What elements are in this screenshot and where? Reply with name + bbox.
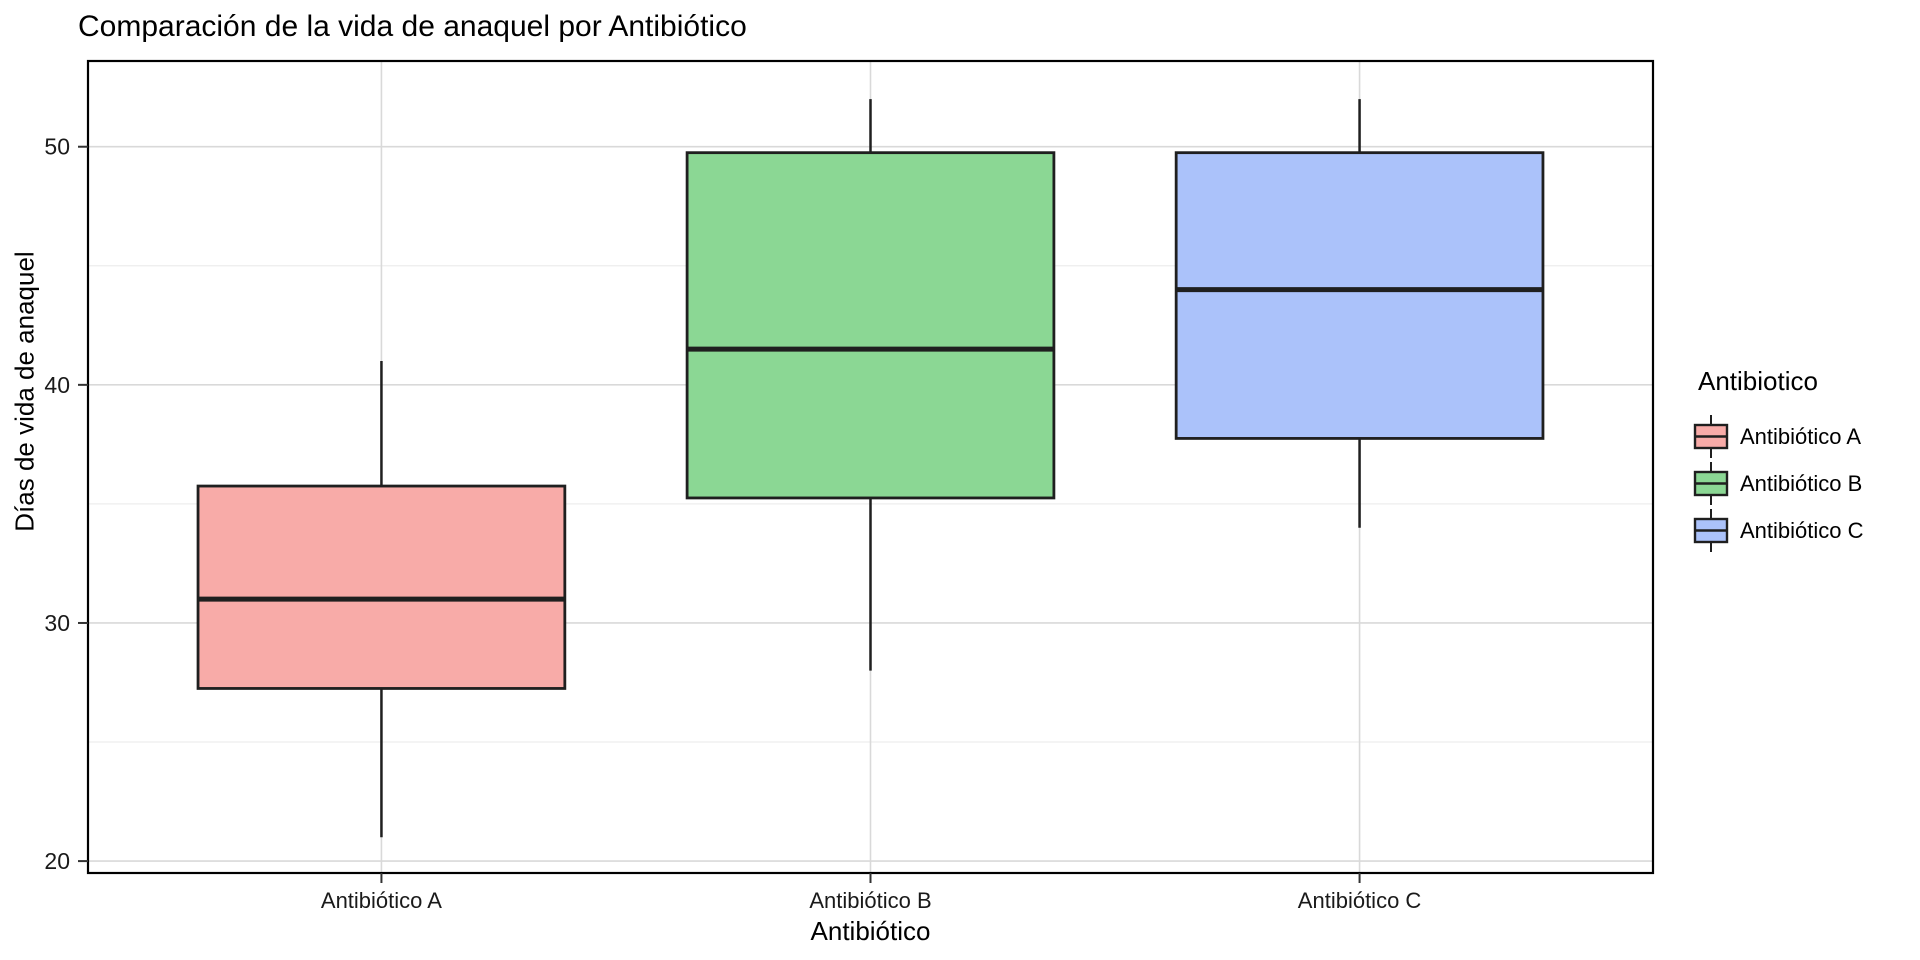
legend-title: Antibiotico: [1698, 366, 1818, 396]
legend-item-label: Antibiótico C: [1740, 517, 1864, 543]
boxplot-box-antibi-tico-a: [196, 484, 567, 690]
x-tick-label: Antibiótico C: [1298, 888, 1422, 913]
y-tick-label: 40: [44, 372, 70, 398]
legend-item: Antibiótico C: [1692, 507, 1864, 554]
y-tick-label: 20: [44, 848, 70, 874]
legend-items: Antibiótico A Antibiótico B Antibiótico C: [1692, 413, 1864, 554]
boxplot-box-antibi-tico-b: [685, 151, 1056, 500]
legend-key-boxplot-icon: [1693, 415, 1729, 458]
legend-item-label: Antibiótico A: [1740, 423, 1862, 449]
legend: Antibiotico Antibiótico A Antibiótico B An…: [1692, 366, 1864, 554]
x-tick-label: Antibiótico A: [321, 888, 442, 913]
y-tick-label: 50: [44, 134, 70, 160]
legend-key-boxplot-icon: [1693, 462, 1729, 505]
y-tick-label: 30: [44, 610, 70, 636]
legend-item: Antibiótico B: [1692, 460, 1864, 507]
legend-key-boxplot-icon: [1693, 509, 1729, 552]
plot-title: Comparación de la vida de anaquel por An…: [78, 10, 747, 43]
x-axis-title: Antibiótico: [810, 916, 931, 946]
boxplot-box-antibi-tico-c: [1174, 151, 1545, 440]
legend-item-label: Antibiótico B: [1740, 470, 1863, 496]
x-tick-label: Antibiótico B: [809, 888, 931, 913]
legend-item: Antibiótico A: [1692, 413, 1864, 460]
